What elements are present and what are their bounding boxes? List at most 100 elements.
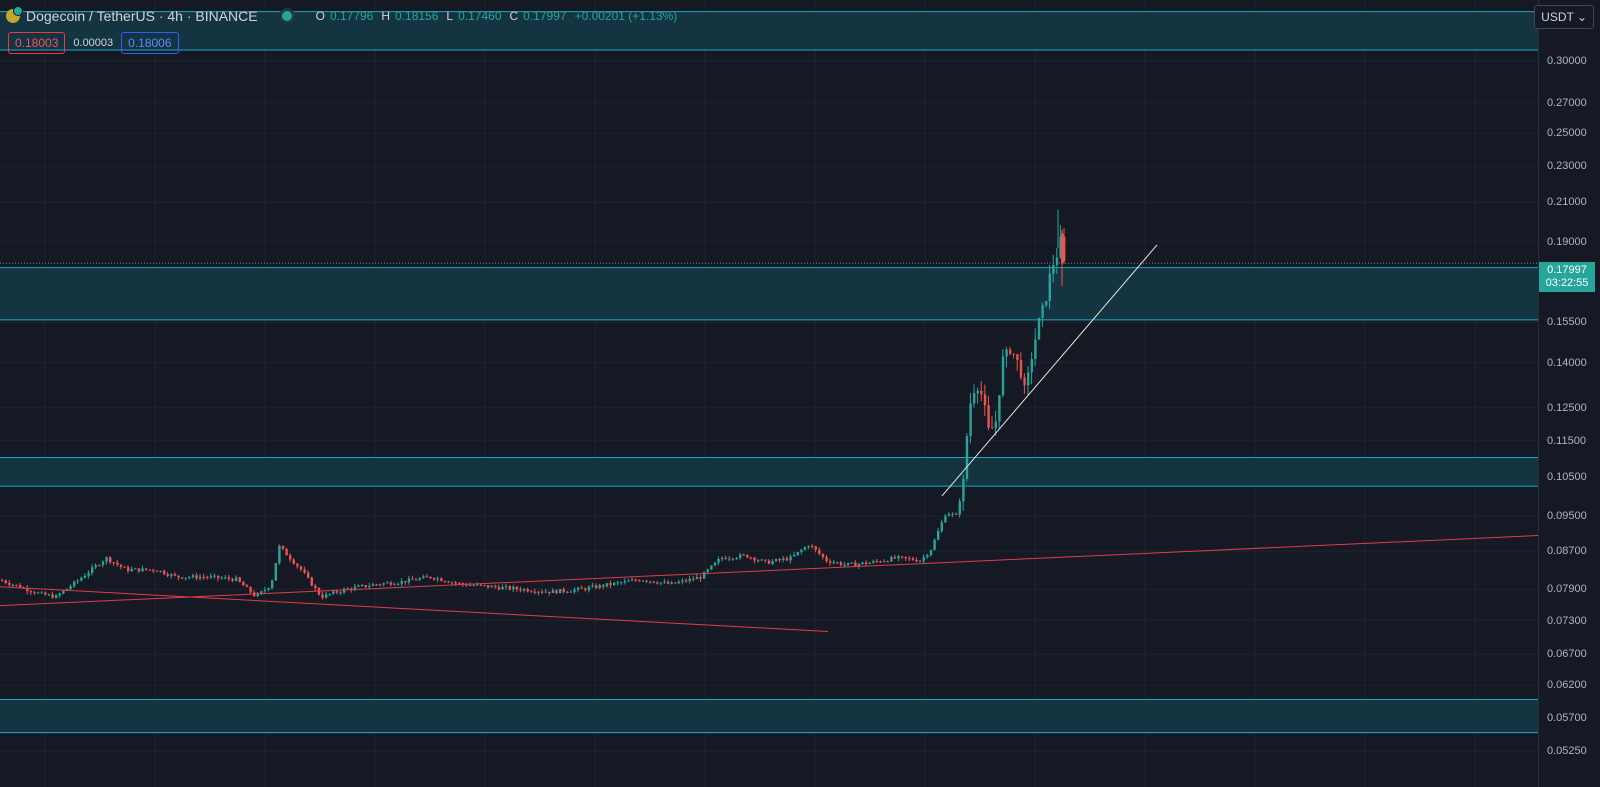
candle-body bbox=[263, 589, 267, 592]
last-price: 0.17997 bbox=[1547, 264, 1587, 276]
buy-price-button[interactable]: 0.18006 bbox=[121, 32, 179, 54]
candle-body bbox=[346, 588, 349, 590]
candle-body bbox=[451, 582, 454, 584]
candle-body bbox=[778, 559, 781, 561]
candle-body bbox=[19, 585, 22, 588]
candle-body bbox=[929, 549, 933, 556]
candle-body bbox=[325, 594, 328, 598]
candle-body bbox=[436, 578, 439, 580]
quote-buttons: 0.18003 0.00003 0.18006 bbox=[8, 32, 179, 54]
candle-body bbox=[577, 587, 580, 590]
candle-body bbox=[447, 581, 450, 583]
candle-body bbox=[973, 393, 976, 404]
candle-body bbox=[80, 577, 83, 581]
candle-body bbox=[508, 586, 511, 590]
candle-body bbox=[26, 587, 29, 592]
candle-body bbox=[321, 594, 324, 598]
candle-body bbox=[814, 546, 817, 550]
candle-body bbox=[123, 566, 126, 568]
candle-body bbox=[659, 582, 663, 584]
candle-body bbox=[497, 587, 501, 590]
candle-body bbox=[339, 592, 342, 594]
candle-body bbox=[37, 592, 40, 594]
price-tick-label: 0.06700 bbox=[1547, 648, 1587, 661]
candle-body bbox=[476, 584, 479, 586]
candle-body bbox=[911, 558, 915, 561]
bar-countdown: 03:22:55 bbox=[1545, 277, 1589, 289]
candle-body bbox=[1019, 360, 1023, 378]
candle-body bbox=[1052, 265, 1055, 274]
price-tick-label: 0.14000 bbox=[1547, 356, 1587, 369]
support-resistance-zones bbox=[0, 11, 1538, 734]
candle-body bbox=[220, 577, 223, 579]
currency-selector[interactable]: USDT ⌄ bbox=[1534, 5, 1594, 29]
low-label: L bbox=[446, 9, 454, 23]
candle-body bbox=[141, 568, 144, 572]
candle-body bbox=[883, 561, 886, 563]
candle-body bbox=[980, 390, 983, 395]
candle-body bbox=[721, 557, 724, 560]
trend-lines bbox=[0, 244, 1538, 632]
candle-body bbox=[1059, 236, 1062, 258]
candle-body bbox=[285, 548, 288, 556]
candle-body bbox=[821, 553, 825, 557]
candle-body bbox=[314, 585, 317, 589]
candle-body bbox=[271, 580, 274, 589]
candle-body bbox=[289, 555, 292, 560]
candle-body bbox=[836, 562, 839, 564]
candle-body bbox=[843, 564, 846, 566]
trend-line-red bbox=[0, 586, 829, 632]
sell-price-button[interactable]: 0.18003 bbox=[8, 32, 66, 54]
candle-body bbox=[994, 421, 997, 428]
candle-body bbox=[523, 589, 526, 591]
candle-body bbox=[854, 562, 857, 566]
candle-body bbox=[231, 578, 234, 581]
market-status-icon[interactable] bbox=[281, 11, 292, 21]
candle-body bbox=[771, 561, 774, 564]
price-axis[interactable]: 0.30000 0.27000 0.25000 0.23000 0.21000 0.190… bbox=[1538, 0, 1600, 787]
candle-body bbox=[242, 581, 245, 586]
candle-body bbox=[541, 591, 544, 593]
candle-body bbox=[839, 562, 843, 566]
price-tick-label: 0.23000 bbox=[1547, 160, 1587, 173]
candle-body bbox=[890, 557, 893, 562]
candle-body bbox=[1016, 354, 1019, 361]
candle-body bbox=[440, 578, 443, 582]
candle-body bbox=[703, 572, 706, 579]
candle-body bbox=[134, 568, 137, 570]
candle-body bbox=[760, 559, 763, 561]
candle-body bbox=[872, 561, 875, 563]
candle-body bbox=[991, 427, 994, 429]
candle-body bbox=[130, 569, 133, 572]
candle-body bbox=[616, 582, 619, 584]
candle-body bbox=[155, 570, 159, 572]
symbol-title[interactable]: Dogecoin / TetherUS · 4h · BINANCE bbox=[26, 8, 258, 24]
candle-body bbox=[667, 581, 670, 584]
price-tick-label: 0.15500 bbox=[1547, 316, 1587, 329]
spread-value: 0.00003 bbox=[73, 37, 114, 49]
candle-body bbox=[807, 546, 810, 548]
candle-body bbox=[177, 575, 180, 578]
candle-body bbox=[1001, 356, 1005, 396]
candle-body bbox=[227, 577, 231, 579]
candle-body bbox=[775, 559, 778, 562]
candle-body bbox=[940, 522, 943, 532]
candle-body bbox=[145, 568, 148, 570]
candle-body bbox=[638, 580, 641, 582]
candle-body bbox=[353, 586, 357, 590]
candle-body bbox=[893, 557, 897, 559]
candle-body bbox=[1009, 349, 1012, 354]
price-chart[interactable] bbox=[0, 0, 1538, 787]
candle-body bbox=[566, 591, 569, 593]
candle-body bbox=[886, 561, 889, 563]
candle-body bbox=[746, 554, 749, 558]
candle-body bbox=[47, 594, 51, 596]
candle-body bbox=[767, 560, 771, 564]
candle-body bbox=[494, 585, 497, 588]
chart-grid bbox=[0, 0, 1538, 787]
candle-body bbox=[922, 557, 925, 561]
candle-body bbox=[861, 562, 864, 564]
candle-body bbox=[422, 576, 425, 579]
price-tick-label: 0.05250 bbox=[1547, 745, 1587, 757]
candle-body bbox=[170, 574, 173, 576]
